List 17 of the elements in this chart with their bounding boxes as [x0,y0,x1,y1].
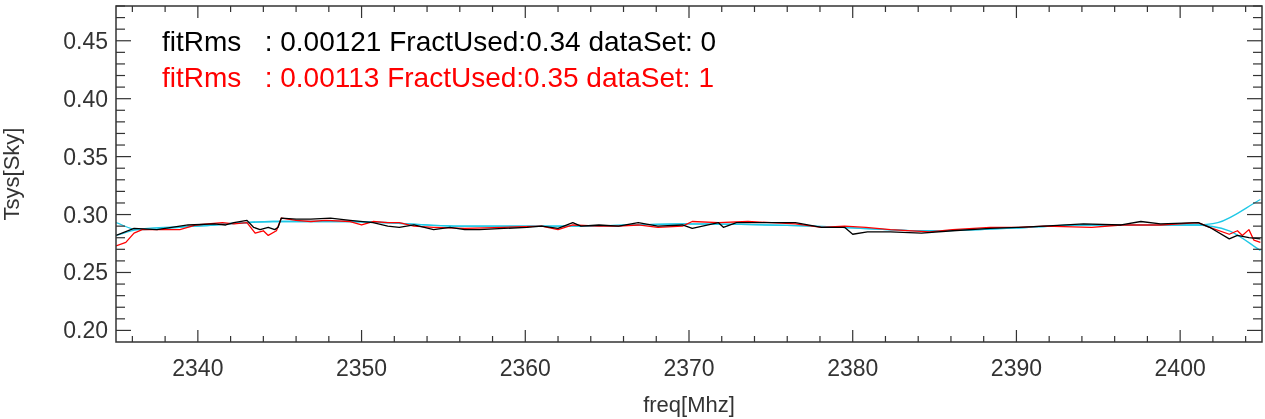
y-tick-label: 0.30 [63,201,108,228]
y-tick-label: 0.25 [63,259,108,286]
text: fitRms : 0.00113 FractUsed:0.35 dataSet: 1 [162,61,714,93]
text: fitRms : 0.00121 FractUsed:0.34 dataSet: 0 [162,25,717,57]
x-axis-title: freq[Mhz] [643,391,735,417]
y-axis-title: Tsys[Sky] [0,127,25,221]
x-tick-label: 2360 [499,355,551,381]
x-tick-label: 2400 [1154,355,1206,381]
y-tick-label: 0.40 [63,85,108,112]
y-tick-label: 0.35 [63,143,108,170]
x-tick-label: 2370 [663,355,715,381]
y-tick-label: 0.20 [63,317,108,344]
x-tick-label: 2390 [990,355,1043,381]
x-tick-label: 2340 [172,355,224,381]
x-tick-label: 2380 [827,355,879,381]
x-tick-label: 2350 [335,355,388,381]
y-tick-label: 0.45 [63,27,108,54]
